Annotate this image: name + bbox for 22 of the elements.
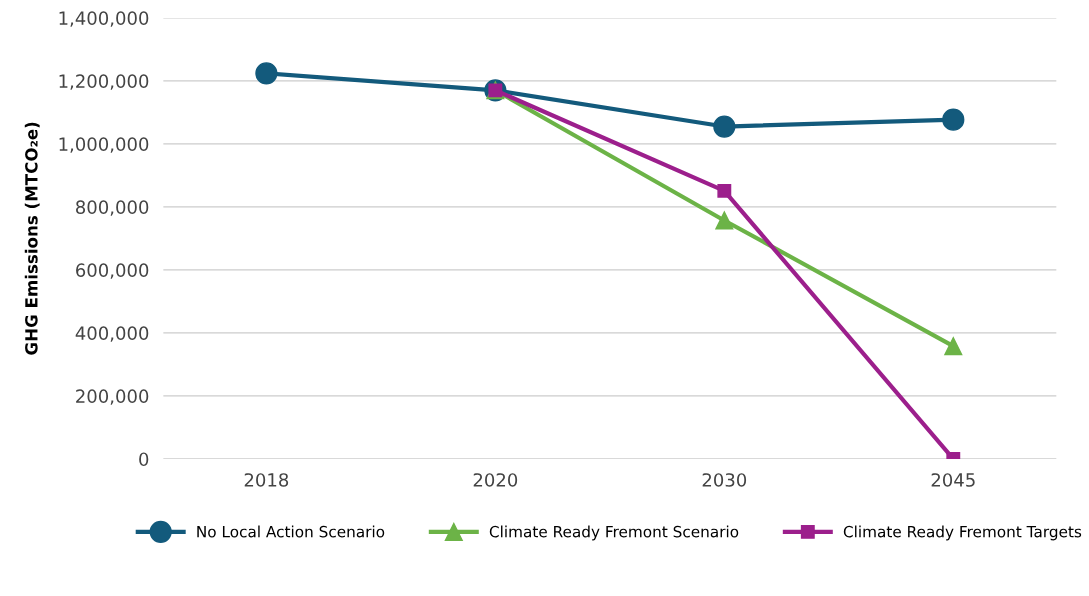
y-tick-label: 1,200,000 [59, 74, 149, 90]
y-axis-title: GHG Emissions (MTCO₂e) [24, 122, 40, 355]
point [942, 108, 965, 131]
x-tick-label: 2030 [702, 473, 747, 487]
x-tick-label: 2020 [473, 473, 518, 487]
y-tick-label: 1,400,000 [59, 11, 149, 27]
point [713, 115, 736, 138]
y-tick-label: 0 [139, 452, 149, 467]
point [715, 211, 734, 230]
y-tick-label: 600,000 [76, 263, 149, 279]
point [944, 337, 963, 356]
y-tick-label: 200,000 [76, 389, 149, 405]
point [717, 183, 732, 198]
y-tick-label: 800,000 [76, 200, 149, 216]
legend-label: No Local Action Scenario [197, 525, 385, 538]
x-tick-label: 2045 [931, 473, 975, 487]
point [255, 62, 278, 85]
y-tick-label: 400,000 [75, 326, 149, 342]
legend-label: Climate Ready Fremont Scenario [489, 525, 739, 541]
x-tick-label: 2018 [244, 473, 289, 487]
y-tick-label: 1,000,000 [59, 137, 149, 153]
legend-label: Climate Ready Fremont Targets [843, 525, 1082, 541]
